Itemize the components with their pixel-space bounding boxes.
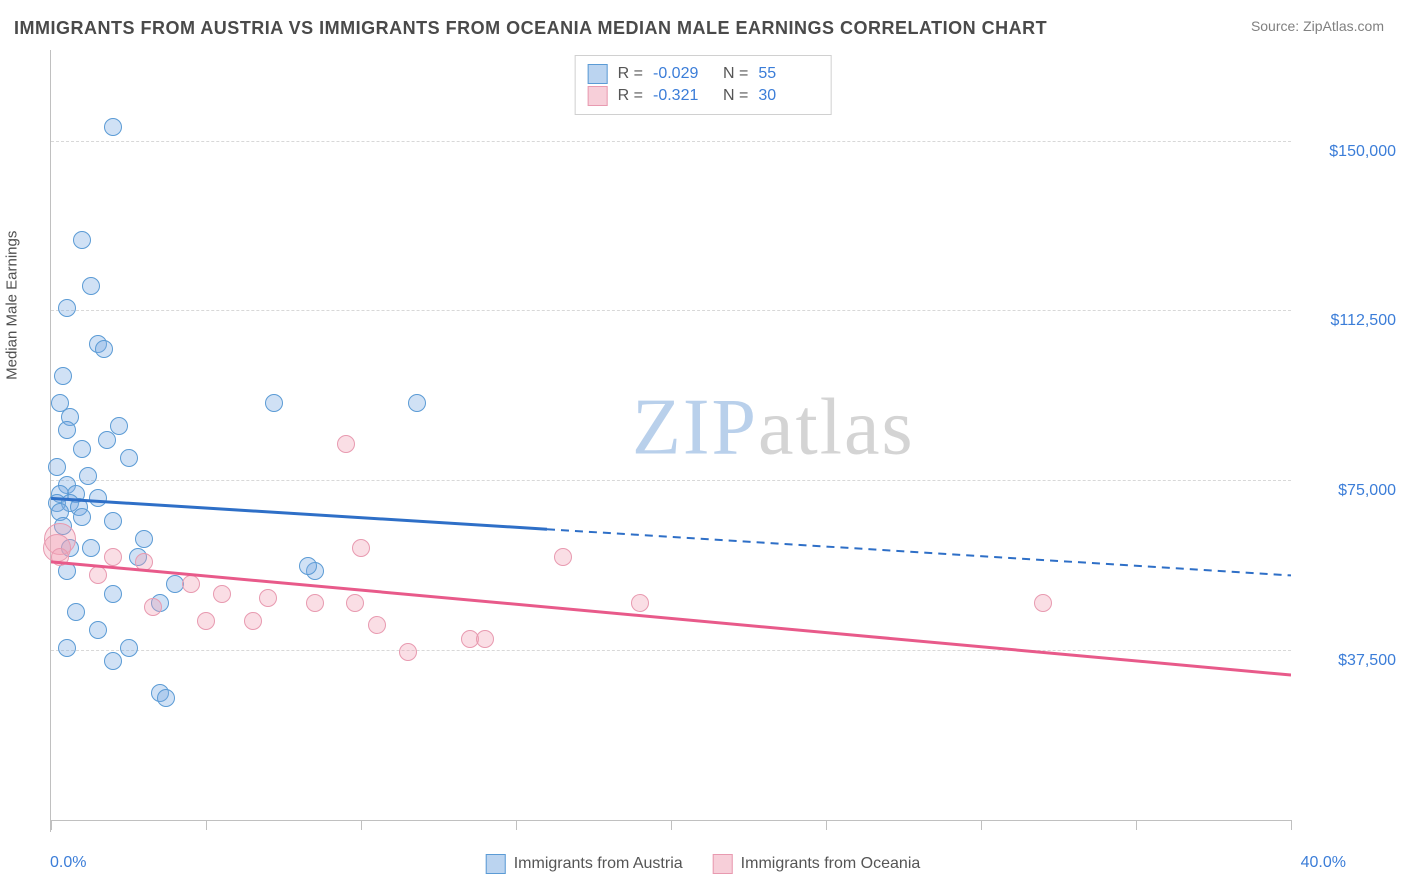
x-tick <box>51 820 52 830</box>
r-value-oceania: -0.321 <box>653 87 713 105</box>
swatch-blue <box>588 64 608 84</box>
point-oceania <box>337 435 355 453</box>
point-austria <box>98 431 116 449</box>
point-oceania <box>346 594 364 612</box>
point-austria <box>73 231 91 249</box>
point-austria <box>89 621 107 639</box>
gridline <box>51 141 1291 142</box>
chart-plot-area: $37,500$75,000$112,500$150,000 <box>50 50 1291 832</box>
point-austria <box>79 467 97 485</box>
trend-solid <box>51 498 547 529</box>
point-oceania <box>554 548 572 566</box>
point-austria <box>89 489 107 507</box>
point-oceania <box>213 585 231 603</box>
swatch-blue <box>486 854 506 874</box>
point-oceania <box>368 616 386 634</box>
trend-dashed <box>547 529 1291 575</box>
n-value-oceania: 30 <box>758 87 818 105</box>
point-oceania <box>399 643 417 661</box>
point-austria <box>48 458 66 476</box>
legend-row-oceania: R = -0.321 N = 30 <box>588 86 819 106</box>
legend-item-austria: Immigrants from Austria <box>486 854 683 874</box>
series-legend: Immigrants from Austria Immigrants from … <box>486 854 921 874</box>
source-attribution: Source: ZipAtlas.com <box>1251 18 1384 34</box>
x-axis <box>51 820 1291 821</box>
point-oceania <box>352 539 370 557</box>
x-axis-max-label: 40.0% <box>1301 854 1346 872</box>
x-axis-min-label: 0.0% <box>50 854 86 872</box>
point-oceania <box>135 553 153 571</box>
gridline <box>51 310 1291 311</box>
point-austria <box>157 689 175 707</box>
point-oceania <box>1034 594 1052 612</box>
x-tick <box>1136 820 1137 830</box>
y-tick-label: $150,000 <box>1329 121 1396 161</box>
point-austria <box>58 639 76 657</box>
legend-item-oceania: Immigrants from Oceania <box>713 854 921 874</box>
x-tick <box>516 820 517 830</box>
x-tick <box>1291 820 1292 830</box>
point-oceania <box>144 598 162 616</box>
point-austria <box>54 367 72 385</box>
point-austria <box>104 512 122 530</box>
x-tick <box>361 820 362 830</box>
gridline <box>51 480 1291 481</box>
legend-row-austria: R = -0.029 N = 55 <box>588 64 819 84</box>
n-label: N = <box>723 65 748 83</box>
chart-title: IMMIGRANTS FROM AUSTRIA VS IMMIGRANTS FR… <box>14 18 1047 39</box>
trend-lines <box>51 50 1291 832</box>
point-austria <box>265 394 283 412</box>
point-oceania <box>244 612 262 630</box>
point-austria <box>73 508 91 526</box>
y-tick-label: $75,000 <box>1338 460 1396 500</box>
r-value-austria: -0.029 <box>653 65 713 83</box>
n-value-austria: 55 <box>758 65 818 83</box>
x-tick <box>671 820 672 830</box>
point-austria <box>67 603 85 621</box>
point-oceania <box>104 548 122 566</box>
legend-label-austria: Immigrants from Austria <box>514 855 683 873</box>
point-austria <box>104 652 122 670</box>
r-label: R = <box>618 87 643 105</box>
y-tick-label: $37,500 <box>1338 630 1396 670</box>
correlation-legend: R = -0.029 N = 55 R = -0.321 N = 30 <box>575 55 832 115</box>
point-austria <box>408 394 426 412</box>
x-tick <box>981 820 982 830</box>
point-austria <box>299 557 317 575</box>
point-austria <box>58 421 76 439</box>
point-oceania <box>631 594 649 612</box>
point-oceania <box>306 594 324 612</box>
point-oceania <box>197 612 215 630</box>
r-label: R = <box>618 65 643 83</box>
point-austria <box>58 299 76 317</box>
point-oceania <box>51 548 69 566</box>
point-austria <box>120 639 138 657</box>
x-tick <box>206 820 207 830</box>
swatch-pink <box>588 86 608 106</box>
swatch-pink <box>713 854 733 874</box>
x-tick <box>826 820 827 830</box>
y-tick-label: $112,500 <box>1330 290 1396 330</box>
trend-solid <box>51 562 1291 675</box>
point-austria <box>104 118 122 136</box>
point-austria <box>82 539 100 557</box>
point-austria <box>135 530 153 548</box>
n-label: N = <box>723 87 748 105</box>
y-axis-title: Median Male Earnings <box>4 231 21 380</box>
gridline <box>51 650 1291 651</box>
point-austria <box>120 449 138 467</box>
point-austria <box>104 585 122 603</box>
point-oceania <box>182 575 200 593</box>
point-austria <box>82 277 100 295</box>
point-austria <box>73 440 91 458</box>
point-oceania <box>259 589 277 607</box>
legend-label-oceania: Immigrants from Oceania <box>741 855 921 873</box>
point-oceania <box>476 630 494 648</box>
point-austria <box>95 340 113 358</box>
point-oceania <box>89 566 107 584</box>
